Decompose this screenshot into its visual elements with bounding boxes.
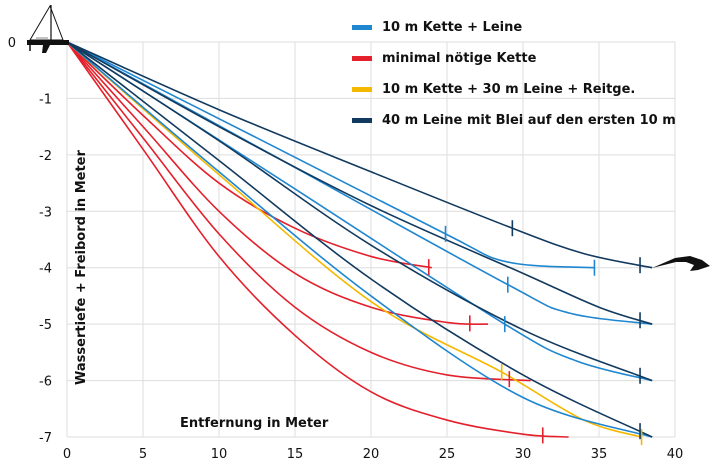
series-line <box>66 41 595 269</box>
series-line <box>66 41 653 325</box>
y-tick-label: -7 <box>39 431 52 446</box>
series-line <box>66 41 653 438</box>
series-line <box>66 41 531 382</box>
y-tick-label: -4 <box>39 262 52 277</box>
y-tick-label: -2 <box>39 149 52 164</box>
legend-label: 10 m Kette + Leine <box>382 20 522 35</box>
series-line <box>66 41 653 382</box>
y-tick-label: -5 <box>39 318 52 333</box>
x-tick-label: 0 <box>63 447 71 462</box>
legend-swatch <box>352 56 372 61</box>
legend-label: 40 m Leine mit Blei auf den ersten 10 m <box>382 113 676 128</box>
series-line <box>66 41 642 438</box>
legend: 10 m Kette + Leine minimal nötige Kette 10… <box>352 20 676 128</box>
legend-label: 10 m Kette + 30 m Leine + Reitge. <box>382 82 635 97</box>
legend-label: minimal nötige Kette <box>382 51 537 66</box>
series-markers <box>427 220 643 445</box>
x-axis-label: Entfernung in Meter <box>180 416 329 431</box>
series-line <box>66 41 432 269</box>
anchor-icon <box>652 256 710 271</box>
series-line <box>66 41 569 438</box>
series-line <box>66 41 653 269</box>
legend-swatch <box>352 118 372 123</box>
series-lines <box>66 41 653 438</box>
x-tick-label: 20 <box>363 447 380 462</box>
y-tick-label: -3 <box>39 205 52 220</box>
series-line <box>66 41 653 325</box>
y-tick-label: -1 <box>39 92 52 107</box>
series-line <box>66 41 489 326</box>
sailboat-icon <box>27 4 69 53</box>
x-tick-label: 5 <box>139 447 147 462</box>
x-tick-label: 15 <box>287 447 304 462</box>
x-tick-label: 40 <box>667 447 684 462</box>
x-tick-label: 10 <box>211 447 228 462</box>
series-line <box>66 41 653 438</box>
x-tick-label: 30 <box>515 447 532 462</box>
y-tick-label: 0 <box>8 36 16 51</box>
x-tick-label: 35 <box>591 447 608 462</box>
y-axis-label: Wassertiefe + Freibord in Meter <box>74 150 89 385</box>
x-tick-label: 25 <box>439 447 456 462</box>
tick-labels: 0 5 10 15 20 25 30 35 40 0 -1 -2 -3 -4 -5 -6 -7 <box>8 36 684 462</box>
legend-swatch <box>352 87 372 92</box>
legend-swatch <box>352 25 372 30</box>
y-tick-label: -6 <box>39 375 52 390</box>
